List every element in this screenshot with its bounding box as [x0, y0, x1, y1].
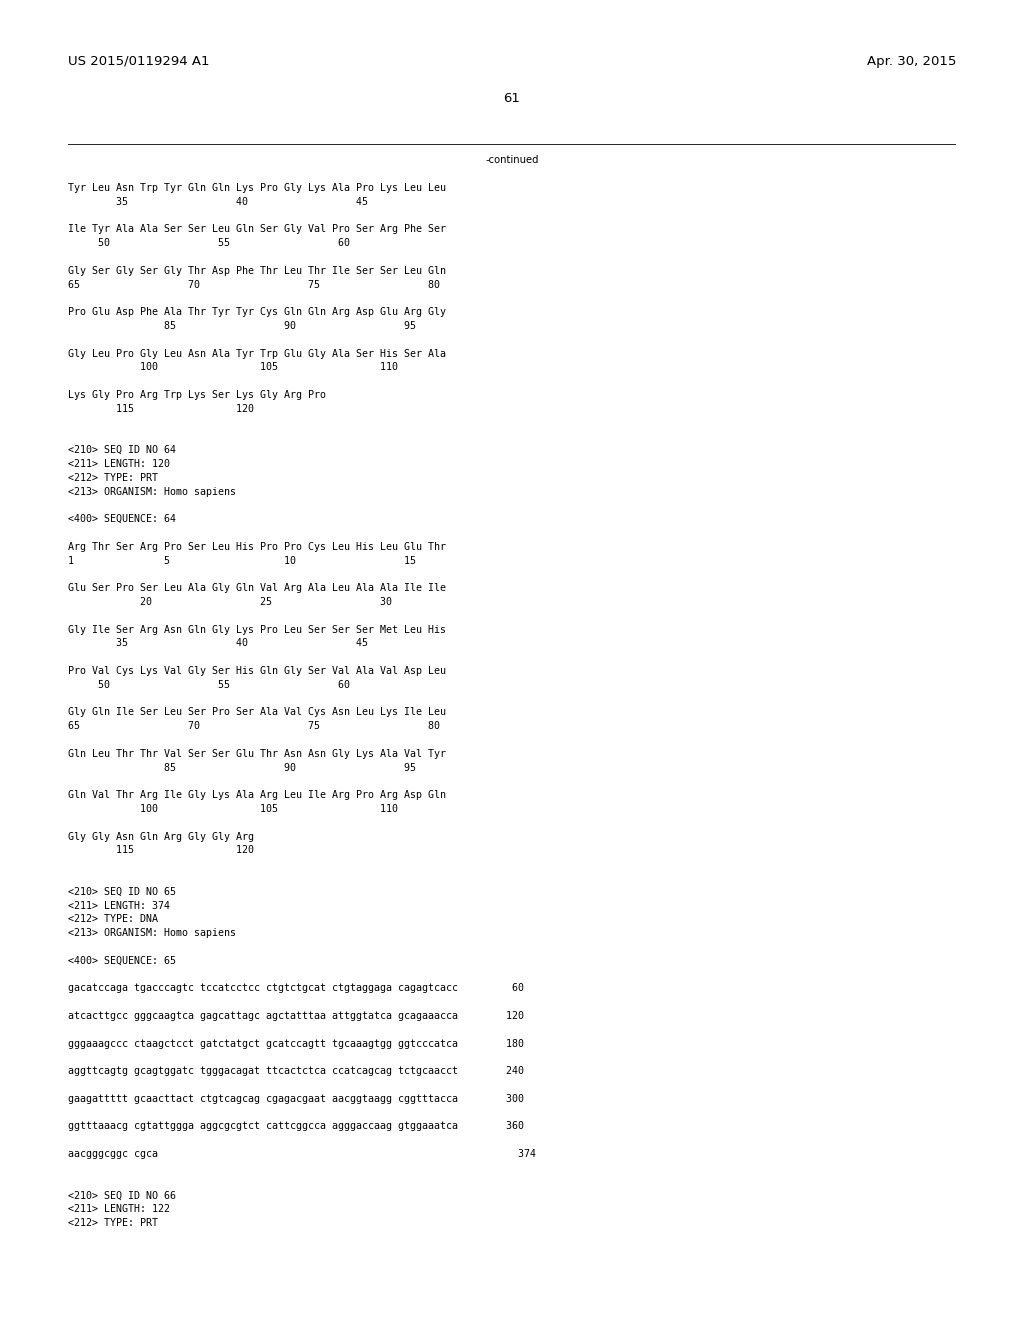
Text: 50                  55                  60: 50 55 60 — [68, 238, 350, 248]
Text: <211> LENGTH: 120: <211> LENGTH: 120 — [68, 459, 170, 469]
Text: 65                  70                  75                  80: 65 70 75 80 — [68, 280, 440, 289]
Text: Tyr Leu Asn Trp Tyr Gln Gln Lys Pro Gly Lys Ala Pro Lys Leu Leu: Tyr Leu Asn Trp Tyr Gln Gln Lys Pro Gly … — [68, 183, 446, 193]
Text: Gly Ser Gly Ser Gly Thr Asp Phe Thr Leu Thr Ile Ser Ser Leu Gln: Gly Ser Gly Ser Gly Thr Asp Phe Thr Leu … — [68, 265, 446, 276]
Text: Pro Glu Asp Phe Ala Thr Tyr Tyr Cys Gln Gln Arg Asp Glu Arg Gly: Pro Glu Asp Phe Ala Thr Tyr Tyr Cys Gln … — [68, 308, 446, 317]
Text: aggttcagtg gcagtggatc tgggacagat ttcactctca ccatcagcag tctgcaacct        240: aggttcagtg gcagtggatc tgggacagat ttcactc… — [68, 1067, 524, 1076]
Text: <212> TYPE: DNA: <212> TYPE: DNA — [68, 915, 158, 924]
Text: <400> SEQUENCE: 65: <400> SEQUENCE: 65 — [68, 956, 176, 966]
Text: atcacttgcc gggcaagtca gagcattagc agctatttaa attggtatca gcagaaacca        120: atcacttgcc gggcaagtca gagcattagc agctatt… — [68, 1011, 524, 1020]
Text: 35                  40                  45: 35 40 45 — [68, 639, 368, 648]
Text: Gln Leu Thr Thr Val Ser Ser Glu Thr Asn Asn Gly Lys Ala Val Tyr: Gln Leu Thr Thr Val Ser Ser Glu Thr Asn … — [68, 748, 446, 759]
Text: Pro Val Cys Lys Val Gly Ser His Gln Gly Ser Val Ala Val Asp Leu: Pro Val Cys Lys Val Gly Ser His Gln Gly … — [68, 667, 446, 676]
Text: <211> LENGTH: 374: <211> LENGTH: 374 — [68, 900, 170, 911]
Text: 100                 105                 110: 100 105 110 — [68, 363, 398, 372]
Text: Glu Ser Pro Ser Leu Ala Gly Gln Val Arg Ala Leu Ala Ala Ile Ile: Glu Ser Pro Ser Leu Ala Gly Gln Val Arg … — [68, 583, 446, 593]
Text: Ile Tyr Ala Ala Ser Ser Leu Gln Ser Gly Val Pro Ser Arg Phe Ser: Ile Tyr Ala Ala Ser Ser Leu Gln Ser Gly … — [68, 224, 446, 235]
Text: gacatccaga tgacccagtc tccatcctcc ctgtctgcat ctgtaggaga cagagtcacc         60: gacatccaga tgacccagtc tccatcctcc ctgtctg… — [68, 983, 524, 994]
Text: 35                  40                  45: 35 40 45 — [68, 197, 368, 207]
Text: <212> TYPE: PRT: <212> TYPE: PRT — [68, 473, 158, 483]
Text: -continued: -continued — [485, 154, 539, 165]
Text: Apr. 30, 2015: Apr. 30, 2015 — [866, 55, 956, 69]
Text: <400> SEQUENCE: 64: <400> SEQUENCE: 64 — [68, 515, 176, 524]
Text: ggtttaaacg cgtattggga aggcgcgtct cattcggcca agggaccaag gtggaaatca        360: ggtttaaacg cgtattggga aggcgcgtct cattcgg… — [68, 1122, 524, 1131]
Text: <213> ORGANISM: Homo sapiens: <213> ORGANISM: Homo sapiens — [68, 928, 236, 939]
Text: <210> SEQ ID NO 66: <210> SEQ ID NO 66 — [68, 1191, 176, 1200]
Text: 100                 105                 110: 100 105 110 — [68, 804, 398, 814]
Text: 20                  25                  30: 20 25 30 — [68, 597, 392, 607]
Text: 115                 120: 115 120 — [68, 404, 254, 413]
Text: 65                  70                  75                  80: 65 70 75 80 — [68, 721, 440, 731]
Text: Gly Ile Ser Arg Asn Gln Gly Lys Pro Leu Ser Ser Ser Met Leu His: Gly Ile Ser Arg Asn Gln Gly Lys Pro Leu … — [68, 624, 446, 635]
Text: gggaaagccc ctaagctcct gatctatgct gcatccagtt tgcaaagtgg ggtcccatca        180: gggaaagccc ctaagctcct gatctatgct gcatcca… — [68, 1039, 524, 1048]
Text: gaagattttt gcaacttact ctgtcagcag cgagacgaat aacggtaagg cggtttacca        300: gaagattttt gcaacttact ctgtcagcag cgagacg… — [68, 1094, 524, 1104]
Text: 61: 61 — [504, 92, 520, 106]
Text: Arg Thr Ser Arg Pro Ser Leu His Pro Pro Cys Leu His Leu Glu Thr: Arg Thr Ser Arg Pro Ser Leu His Pro Pro … — [68, 541, 446, 552]
Text: <210> SEQ ID NO 65: <210> SEQ ID NO 65 — [68, 887, 176, 896]
Text: <211> LENGTH: 122: <211> LENGTH: 122 — [68, 1204, 170, 1214]
Text: 1               5                   10                  15: 1 5 10 15 — [68, 556, 416, 565]
Text: US 2015/0119294 A1: US 2015/0119294 A1 — [68, 55, 210, 69]
Text: <213> ORGANISM: Homo sapiens: <213> ORGANISM: Homo sapiens — [68, 487, 236, 496]
Text: Gln Val Thr Arg Ile Gly Lys Ala Arg Leu Ile Arg Pro Arg Asp Gln: Gln Val Thr Arg Ile Gly Lys Ala Arg Leu … — [68, 791, 446, 800]
Text: Gly Gln Ile Ser Leu Ser Pro Ser Ala Val Cys Asn Leu Lys Ile Leu: Gly Gln Ile Ser Leu Ser Pro Ser Ala Val … — [68, 708, 446, 717]
Text: Gly Leu Pro Gly Leu Asn Ala Tyr Trp Glu Gly Ala Ser His Ser Ala: Gly Leu Pro Gly Leu Asn Ala Tyr Trp Glu … — [68, 348, 446, 359]
Text: <212> TYPE: PRT: <212> TYPE: PRT — [68, 1218, 158, 1228]
Text: Lys Gly Pro Arg Trp Lys Ser Lys Gly Arg Pro: Lys Gly Pro Arg Trp Lys Ser Lys Gly Arg … — [68, 389, 326, 400]
Text: 85                  90                  95: 85 90 95 — [68, 321, 416, 331]
Text: 115                 120: 115 120 — [68, 845, 254, 855]
Text: aacgggcggc cgca                                                            374: aacgggcggc cgca 374 — [68, 1148, 536, 1159]
Text: 50                  55                  60: 50 55 60 — [68, 680, 350, 690]
Text: Gly Gly Asn Gln Arg Gly Gly Arg: Gly Gly Asn Gln Arg Gly Gly Arg — [68, 832, 254, 842]
Text: <210> SEQ ID NO 64: <210> SEQ ID NO 64 — [68, 445, 176, 455]
Text: 85                  90                  95: 85 90 95 — [68, 763, 416, 772]
